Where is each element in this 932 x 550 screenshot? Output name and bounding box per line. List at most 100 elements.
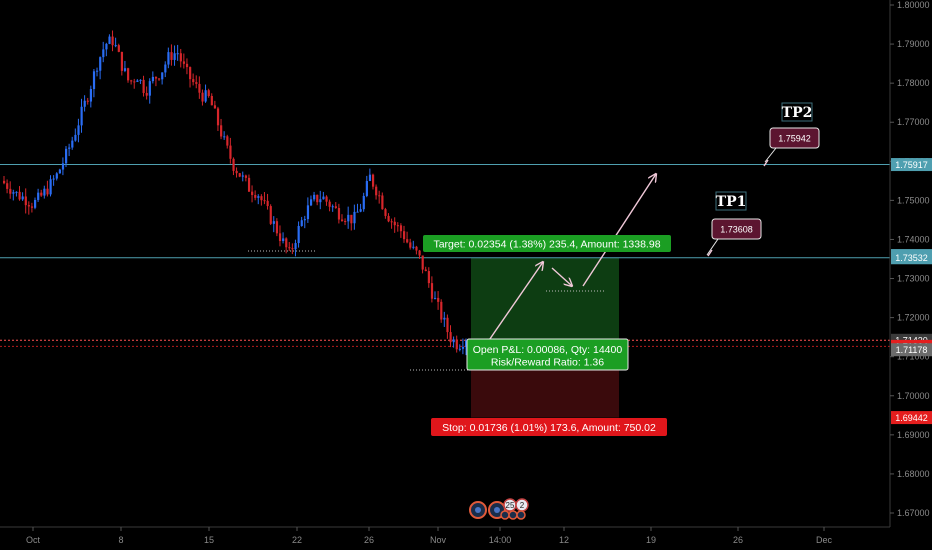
time-axis[interactable]: Oct 8 15 22 26 Nov 14:00 12 19 26 Dec	[0, 526, 890, 545]
candle-body	[440, 301, 443, 320]
candle-body	[368, 174, 372, 182]
candle-body	[111, 36, 114, 46]
candle-body	[120, 51, 124, 71]
candle-body	[71, 140, 74, 148]
candle-body	[148, 81, 151, 96]
event-marker-count[interactable]: 25	[503, 498, 517, 512]
tp2-price-callout	[769, 127, 820, 149]
projection-arrow	[551, 267, 572, 286]
price-tick-label: 1.74000	[897, 234, 930, 244]
event-markers[interactable]: 25 2	[469, 498, 529, 520]
candle-body	[68, 147, 71, 149]
candle-body	[359, 209, 362, 212]
event-marker-count[interactable]: 2	[515, 498, 529, 512]
price-tick-label: 1.80000	[897, 0, 930, 10]
candle-body	[65, 148, 68, 164]
candle-body	[427, 271, 430, 284]
candle-body	[285, 238, 288, 248]
candle-body	[433, 297, 437, 299]
candle-body	[282, 238, 285, 241]
level-1-69442-price-badge: 1.69442	[891, 411, 932, 425]
time-tick-label: 8	[118, 535, 123, 545]
candle-body	[61, 163, 65, 170]
tp1-callout-line	[706, 238, 719, 256]
candle-body	[55, 173, 58, 179]
candle-body	[30, 206, 34, 208]
candle-body	[130, 80, 133, 82]
price-tick-label: 1.68000	[897, 469, 930, 479]
candle-body	[328, 201, 331, 207]
candle-body	[145, 92, 148, 96]
candle-body	[300, 220, 303, 226]
candle-body	[288, 247, 291, 249]
open-pl-label[interactable]: Open P&L: 0.00086, Qty: 14400Risk/Reward…	[466, 338, 629, 371]
drawings-layer: TP1 1.73608 TP2 1.75942	[248, 102, 820, 371]
candle-body	[74, 134, 77, 141]
candle-body	[446, 317, 449, 333]
price-tick-label: 1.79000	[897, 39, 930, 49]
candle-body	[229, 145, 232, 159]
candle-body	[244, 175, 248, 178]
candle-body	[15, 191, 18, 193]
candle-body	[260, 196, 263, 201]
candle-body	[21, 196, 24, 200]
event-marker-flag[interactable]	[469, 501, 487, 519]
candle-body	[46, 188, 49, 195]
candle-body	[226, 136, 229, 146]
candle-body	[18, 191, 21, 200]
position-zones	[471, 257, 619, 418]
candle-body	[99, 57, 102, 71]
candle-body	[235, 170, 238, 174]
candle-body	[6, 183, 9, 189]
candle-body	[247, 177, 251, 192]
tp2-label: TP2	[782, 105, 813, 121]
candle-body	[319, 199, 322, 203]
candle-body	[455, 339, 458, 350]
target-label[interactable]: Target: 0.02354 (1.38%) 235.4, Amount: 1…	[423, 235, 671, 252]
candle-body	[89, 89, 93, 102]
candle-body	[164, 64, 167, 73]
candle-body	[136, 80, 139, 82]
candle-body	[409, 242, 412, 248]
candle-body	[396, 225, 399, 227]
tp1-price-text: 1.73608	[720, 225, 753, 235]
candle-body	[232, 158, 235, 171]
candle-body	[334, 206, 337, 209]
candle-body	[9, 188, 12, 194]
candle-body	[278, 233, 282, 241]
level-1-75917-price-badge: 1.75917	[891, 158, 932, 172]
candle-body	[37, 192, 40, 200]
candle-body	[154, 76, 158, 79]
stop-label[interactable]: Stop: 0.01736 (1.01%) 173.6, Amount: 750…	[431, 418, 667, 436]
candle-body	[294, 243, 297, 250]
candle-body	[406, 239, 409, 243]
candle-body	[179, 53, 182, 62]
tp1-label: TP1	[716, 194, 747, 210]
tp2-callout-line	[764, 147, 777, 163]
tp1-annotation[interactable]: TP1 1.73608	[706, 191, 762, 256]
candle-body	[424, 269, 427, 272]
price-axis[interactable]: 1.800001.790001.780001.770001.760001.750…	[889, 0, 932, 527]
time-tick-label: Dec	[816, 535, 833, 545]
candle-body	[201, 92, 204, 102]
candle-body	[309, 199, 313, 206]
projection-arrow	[763, 159, 769, 167]
candle-body	[393, 221, 396, 226]
candle-body	[40, 192, 43, 196]
tp2-annotation[interactable]: TP2 1.75942	[764, 102, 820, 163]
event-marker-dot	[516, 510, 526, 520]
candle-body	[210, 96, 213, 106]
candle-body	[158, 78, 161, 80]
candle-body	[356, 211, 359, 213]
candle-body	[257, 196, 260, 198]
candle-body	[96, 70, 99, 72]
candle-body	[127, 68, 130, 81]
event-marker-dot	[500, 510, 510, 520]
price-tick-label: 1.70000	[897, 391, 930, 401]
candle-body	[185, 63, 189, 68]
candle-body	[402, 231, 406, 240]
svg-text:1.73532: 1.73532	[895, 253, 928, 263]
horizontal-levels	[0, 164, 890, 347]
candle-body	[418, 250, 421, 256]
